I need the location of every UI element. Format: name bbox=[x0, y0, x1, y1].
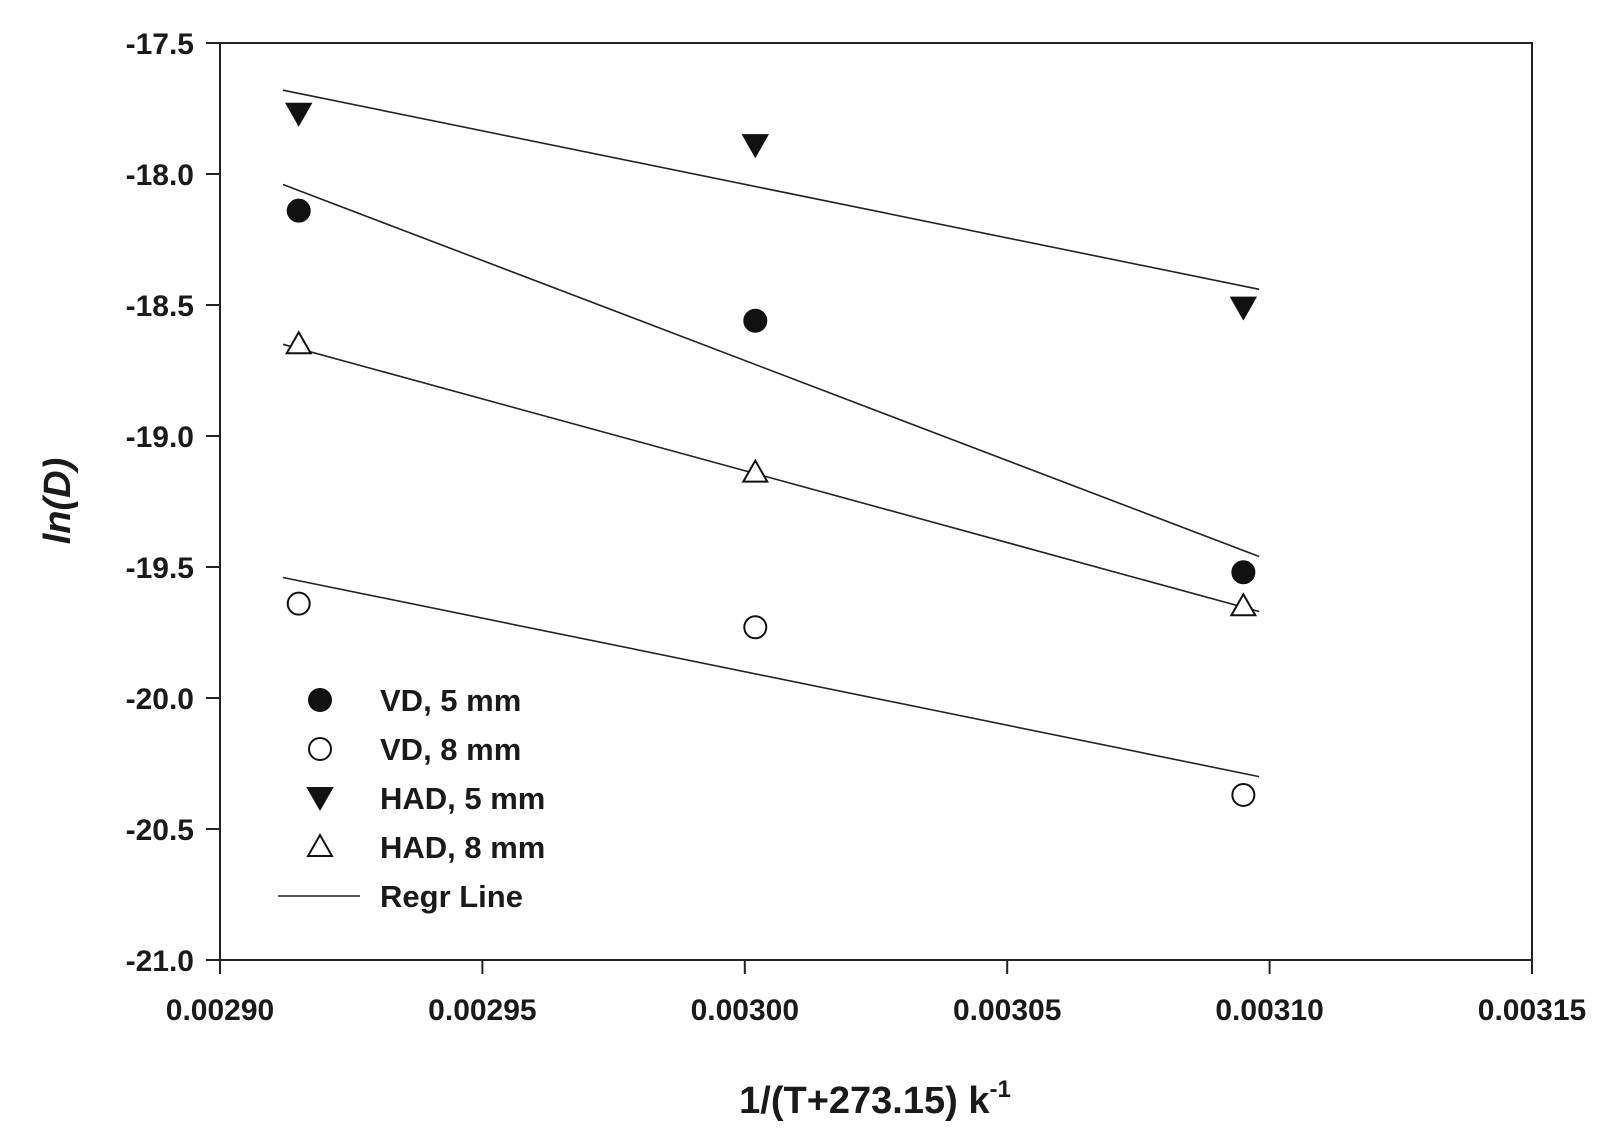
regression-line bbox=[282, 183, 1260, 558]
x-axis-title: 1/(T+273.15) k-1 bbox=[739, 1076, 1011, 1122]
y-tick-label: -20.5 bbox=[126, 814, 194, 847]
data-point bbox=[741, 458, 770, 483]
legend-marker bbox=[306, 787, 334, 812]
data-point bbox=[743, 308, 768, 333]
data-point bbox=[284, 330, 313, 355]
regression-line bbox=[282, 576, 1260, 778]
y-axis: -17.5 -18.0 -18.5 -19.0 -19.5 -20.0 -20.5 -21.0 bbox=[126, 28, 220, 978]
data-point bbox=[1229, 592, 1258, 617]
data-point bbox=[286, 198, 311, 223]
y-tick-label: -20.0 bbox=[126, 683, 194, 716]
data-point bbox=[741, 134, 770, 159]
x-axis-title-text: 1/(T+273.15) k bbox=[739, 1080, 990, 1122]
x-tick-label: 0.00290 bbox=[166, 994, 274, 1027]
legend-marker bbox=[308, 737, 332, 761]
y-tick-label: -19.5 bbox=[126, 552, 194, 585]
legend-label: VD, 5 mm bbox=[380, 683, 521, 718]
x-tick-label: 0.00315 bbox=[1478, 994, 1586, 1027]
y-tick-label: -18.0 bbox=[126, 159, 194, 192]
y-tick-label: -18.5 bbox=[126, 290, 194, 323]
legend: VD, 5 mm VD, 8 mm HAD, 5 mm HAD, 8 mm Regr L… bbox=[278, 683, 545, 914]
x-tick-label: 0.00305 bbox=[953, 994, 1061, 1027]
x-tick-label: 0.00300 bbox=[691, 994, 799, 1027]
legend-label: Regr Line bbox=[380, 879, 523, 914]
y-tick-label: -21.0 bbox=[126, 945, 194, 978]
data-markers bbox=[284, 102, 1258, 807]
y-tick-label: -19.0 bbox=[126, 421, 194, 454]
legend-label: HAD, 5 mm bbox=[380, 781, 545, 816]
regression-line bbox=[282, 89, 1260, 291]
data-point bbox=[1231, 560, 1256, 585]
legend-marker bbox=[308, 688, 332, 712]
data-point bbox=[743, 615, 768, 640]
data-point bbox=[284, 102, 313, 127]
y-tick-label: -17.5 bbox=[126, 28, 194, 61]
legend-label: HAD, 8 mm bbox=[380, 830, 545, 865]
data-point bbox=[286, 591, 311, 616]
x-axis: 0.00290 0.00295 0.00300 0.00305 0.00310 0.003… bbox=[166, 960, 1586, 1027]
data-point bbox=[1229, 296, 1258, 321]
x-tick-label: 0.00310 bbox=[1215, 994, 1323, 1027]
plot-frame bbox=[219, 42, 1533, 961]
legend-label: VD, 8 mm bbox=[380, 732, 521, 767]
data-point bbox=[1231, 782, 1256, 807]
y-axis-title: ln(D) bbox=[37, 458, 79, 545]
x-axis-title-superscript: -1 bbox=[989, 1076, 1010, 1103]
regression-line bbox=[282, 343, 1260, 613]
x-tick-label: 0.00295 bbox=[428, 994, 536, 1027]
legend-marker bbox=[306, 832, 334, 857]
regression-lines bbox=[282, 89, 1260, 778]
